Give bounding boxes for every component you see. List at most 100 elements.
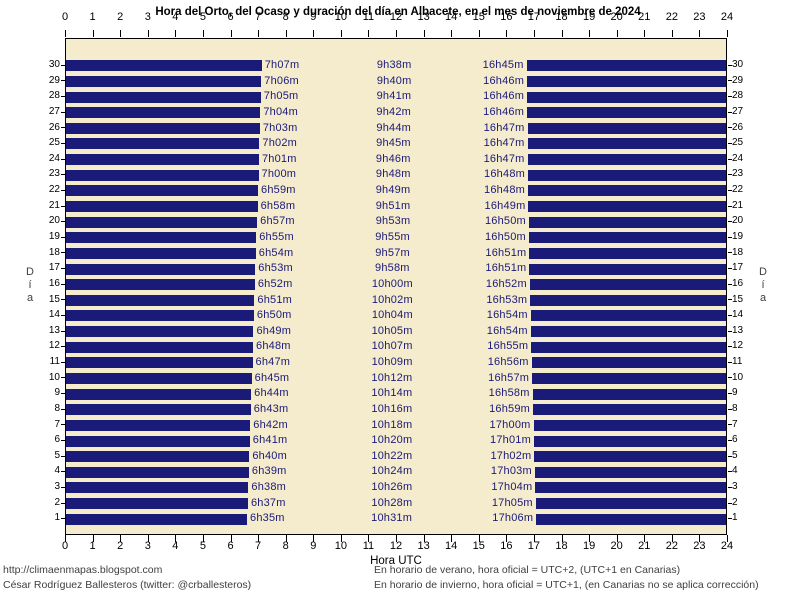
day-tick-mark-right (728, 518, 732, 520)
day-tick-label-left: 17 (48, 262, 60, 274)
daylight-duration-label: 9h38m (376, 59, 412, 71)
day-tick-label-right: 27 (732, 105, 744, 117)
daylight-duration-label: 9h55m (375, 230, 410, 243)
hour-tick-mark-top (202, 30, 204, 37)
sunrise-time-label: 7h03m (262, 121, 298, 134)
hour-tick-mark-top (451, 30, 453, 37)
daylight-duration-label: 10h02m (371, 293, 413, 306)
day-row: 6h55m 9h55m 16h50m (66, 230, 726, 246)
daylight-duration-label: 9h42m (376, 105, 412, 118)
plot-area: 7h07m 9h38m 16h45m 7h06m 9h40m 16h46m 7h05m 9h4… (65, 38, 727, 535)
daylight-duration-label: 9h44m (376, 121, 412, 134)
night-bar-left (66, 91, 261, 103)
sunrise-time-label: 6h38m (251, 481, 287, 494)
day-row: 6h43m 10h16m 16h59m (66, 402, 726, 418)
sunset-time-label: 16h55m (487, 340, 529, 353)
day-tick-label-right: 29 (732, 74, 744, 86)
day-tick-label-left: 25 (48, 137, 60, 149)
day-row: 6h49m 10h05m 16h54m (66, 324, 726, 340)
night-bar-right (531, 341, 726, 353)
hour-tick-label-top: 9 (310, 11, 317, 23)
hour-tick-mark-bottom (644, 535, 646, 542)
sunrise-time-label: 6h47m (255, 356, 291, 369)
night-bar-right (529, 247, 726, 259)
hour-tick-label-top: 6 (227, 11, 234, 23)
hour-tick-mark-bottom (258, 535, 260, 542)
day-tick-label-right: 10 (732, 371, 744, 383)
day-tick-mark-right (728, 268, 732, 270)
hour-tick-label-top: 18 (555, 11, 568, 23)
day-tick-mark-right (728, 408, 732, 410)
day-tick-mark-left (61, 205, 65, 207)
hour-tick-mark-top (561, 30, 563, 37)
x-axis-title: Hora UTC (370, 555, 422, 567)
day-row: 7h01m 9h46m 16h47m (66, 152, 726, 168)
day-tick-mark-left (61, 268, 65, 270)
day-tick-mark-left (61, 174, 65, 176)
day-tick-mark-right (728, 393, 732, 395)
day-tick-mark-right (728, 330, 732, 332)
hour-tick-label-top: 24 (720, 11, 734, 23)
chart-title: Hora del Orto, del Ocaso y duración del … (155, 6, 641, 18)
day-tick-mark-left (61, 111, 65, 113)
day-tick-mark-right (728, 471, 732, 473)
hour-tick-label-top: 13 (417, 11, 430, 23)
day-tick-mark-left (61, 252, 65, 254)
night-bar-right (530, 310, 726, 322)
day-tick-mark-left (61, 330, 65, 332)
night-bar-right (528, 185, 726, 197)
day-tick-mark-right (728, 252, 732, 254)
day-tick-mark-left (61, 346, 65, 348)
hour-tick-mark-bottom (120, 535, 122, 542)
day-tick-label-right: 26 (732, 121, 744, 133)
hour-tick-label-bottom: 6 (227, 540, 234, 552)
night-bar-left (66, 122, 260, 134)
hour-tick-label-top: 20 (610, 11, 623, 23)
sunset-time-label: 16h54m (486, 309, 528, 322)
night-bar-right (527, 154, 726, 166)
sunrise-time-label: 6h57m (260, 215, 295, 228)
sunset-time-label: 17h00m (489, 418, 531, 431)
hour-tick-mark-bottom (202, 535, 204, 542)
hour-tick-label-top: 22 (665, 11, 678, 23)
footer-summer-time-note: En horario de verano, hora oficial = UTC… (374, 564, 681, 576)
hour-tick-mark-top (147, 30, 149, 37)
day-tick-mark-right (728, 440, 732, 442)
night-bar-left (66, 372, 252, 384)
hour-tick-mark-top (699, 30, 701, 37)
sunrise-time-label: 6h45m (254, 371, 290, 384)
sunset-time-label: 16h50m (484, 215, 526, 228)
hour-tick-label-bottom: 20 (610, 540, 623, 552)
day-row: 7h05m 9h41m 16h46m (66, 89, 726, 105)
daylight-duration-label: 10h04m (371, 309, 413, 322)
day-tick-label-left: 27 (48, 105, 60, 117)
daylight-duration-label: 10h16m (371, 402, 413, 415)
day-tick-label-left: 2 (54, 496, 60, 508)
hour-tick-label-top: 17 (527, 11, 541, 23)
night-bar-left (66, 60, 262, 72)
daylight-duration-label: 9h58m (375, 262, 410, 275)
night-bar-right (528, 232, 726, 244)
hour-tick-label-bottom: 8 (282, 540, 289, 552)
sunset-time-label: 16h48m (484, 168, 525, 181)
hour-tick-label-bottom: 18 (555, 540, 568, 552)
hour-tick-label-bottom: 0 (61, 540, 69, 552)
hour-tick-label-top: 11 (362, 11, 375, 23)
sunrise-time-label: 6h42m (253, 418, 288, 431)
night-bar-right (530, 294, 726, 306)
day-tick-label-right: 22 (732, 184, 744, 196)
daylight-duration-label: 10h12m (371, 371, 413, 384)
hour-tick-label-bottom: 12 (389, 540, 403, 552)
day-row: 7h00m 9h48m 16h48m (66, 167, 726, 183)
night-bar-left (66, 294, 255, 306)
day-tick-mark-right (728, 236, 732, 238)
day-tick-label-left: 16 (48, 277, 60, 289)
day-tick-label-right: 18 (732, 246, 744, 258)
night-bar-right (535, 498, 726, 510)
sunset-time-label: 16h46m (483, 74, 525, 87)
sunrise-time-label: 7h00m (261, 168, 297, 181)
day-tick-label-left: 15 (48, 293, 60, 305)
sunrise-time-label: 6h37m (250, 496, 286, 509)
day-tick-mark-right (728, 111, 732, 113)
day-tick-mark-right (728, 486, 732, 488)
